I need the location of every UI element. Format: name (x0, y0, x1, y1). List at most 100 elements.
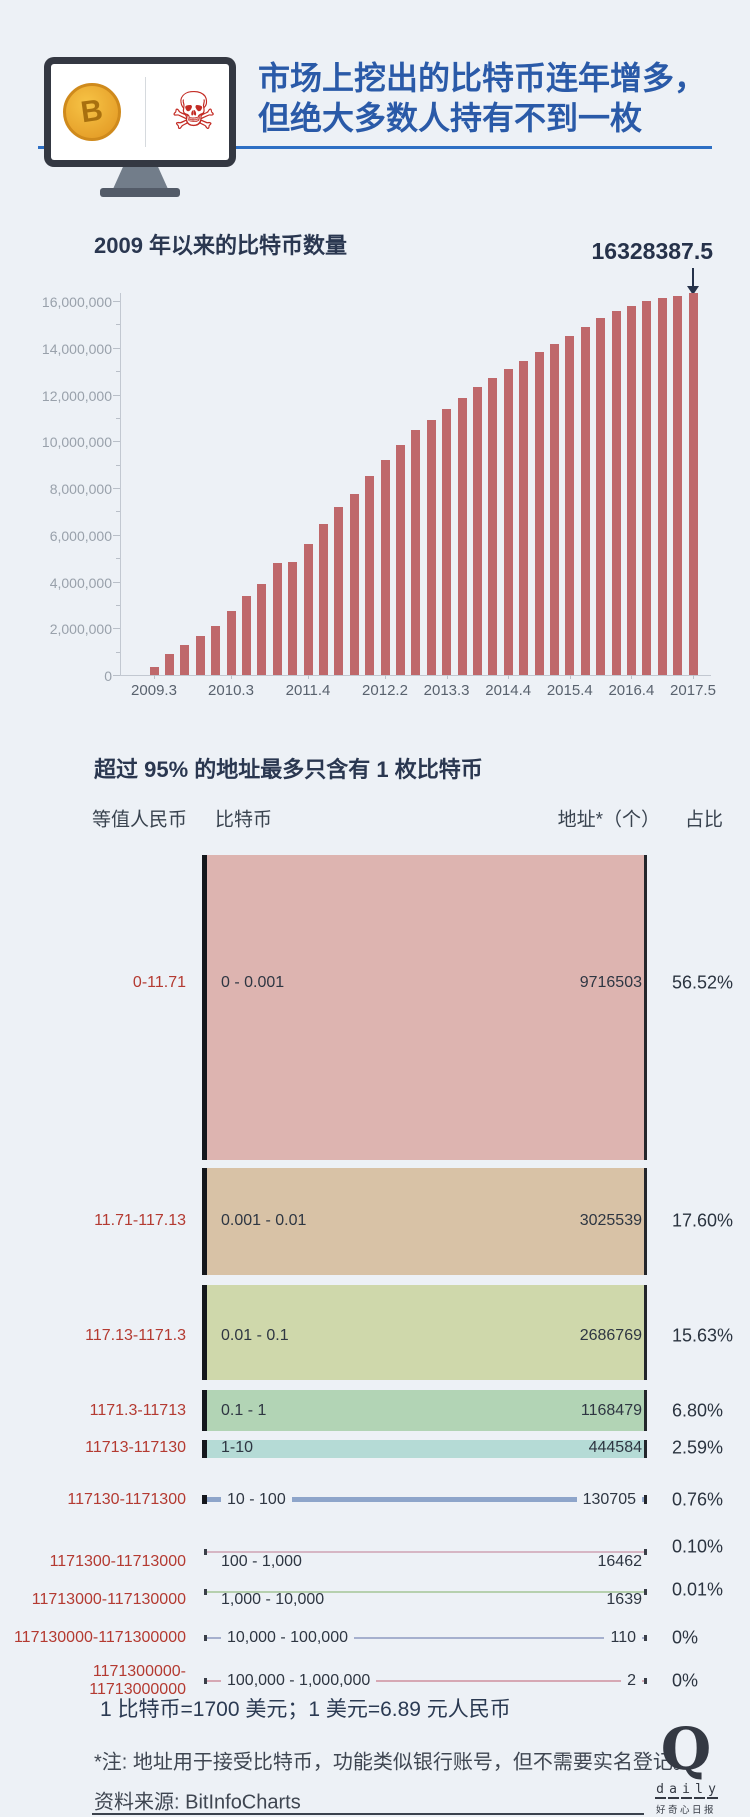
row-rmb-range: 117.13-1171.3 (85, 1327, 186, 1344)
row-hairline (205, 1637, 646, 1639)
supply-bar (519, 360, 529, 675)
row-address-count: 110 (604, 1629, 642, 1647)
qdaily-logo-chinese: 好奇心日报 (655, 1805, 716, 1816)
row-hairline (205, 1591, 646, 1593)
row-share-percent: 0% (672, 1670, 699, 1691)
supply-bar (657, 298, 667, 675)
row-rmb-range: 117130000-1171300000 (13, 1629, 186, 1646)
logo-daily-letter: i (680, 1782, 692, 1799)
x-axis-label: 2017.5 (670, 682, 716, 699)
x-axis-tick (693, 675, 694, 679)
row-left-tick (202, 1168, 207, 1275)
row-right-tick (644, 1549, 647, 1555)
data-source: 资料来源: BitInfoCharts (94, 1791, 301, 1814)
x-axis-line (120, 675, 711, 676)
row-left-tick (202, 1285, 207, 1380)
row-btc-range: 10,000 - 100,000 (221, 1629, 354, 1647)
row-address-count: 444584 (588, 1439, 642, 1456)
x-axis-label: 2014.4 (485, 682, 532, 699)
supply-bar (472, 387, 482, 675)
row-address-count: 9716503 (579, 974, 642, 991)
y-axis-tick (116, 558, 120, 560)
row-left-tick (202, 1440, 207, 1458)
row-right-tick (644, 1635, 647, 1641)
x-axis-tick (446, 675, 448, 679)
y-axis-label: 12,000,000 (41, 387, 112, 404)
row-hairline (205, 1680, 646, 1682)
distribution-title: 超过 95% 的地址最多只含有 1 枚比特币 (94, 757, 483, 782)
y-axis-label: 8,000,000 (49, 481, 112, 497)
row-btc-range: 0.01 - 0.1 (221, 1327, 289, 1344)
row-btc-range: 0 - 0.001 (221, 974, 285, 991)
x-axis-label: 2016.4 (608, 682, 655, 699)
row-address-count: 16462 (597, 1553, 643, 1570)
address-footnote: *注: 地址用于接受比特币，功能类似银行账号，但不需要实名登记。 (94, 1751, 693, 1774)
row-band (205, 1390, 646, 1431)
supply-bar (503, 368, 513, 675)
row-band (205, 855, 646, 1160)
y-axis-tick (113, 441, 120, 443)
supply-annotation: 16328387.5 (591, 238, 713, 264)
x-axis-label: 2011.4 (285, 682, 331, 699)
column-header-btc: 比特币 (215, 809, 273, 831)
x-axis-label: 2010.3 (208, 682, 254, 699)
x-axis-tick (508, 675, 510, 679)
row-share-percent: 0.76% (672, 1489, 724, 1510)
row-rmb-range: 0-11.71 (132, 974, 186, 991)
row-address-count: 130705 (576, 1491, 642, 1509)
column-header-addresses: 地址*（个） (557, 809, 660, 831)
supply-bar (611, 311, 621, 675)
header-accent-line (38, 146, 712, 149)
x-axis-label: 2015.4 (546, 682, 593, 699)
y-axis-tick (113, 488, 120, 489)
row-btc-range: 1,000 - 10,000 (221, 1591, 325, 1608)
supply-bar (195, 636, 205, 675)
y-axis-tick (113, 628, 120, 630)
row-left-tick (202, 1390, 207, 1431)
supply-bar (365, 476, 375, 675)
supply-bar (257, 583, 267, 675)
row-address-count: 1639 (606, 1591, 642, 1608)
supply-bar (426, 420, 436, 675)
supply-bar (241, 595, 251, 675)
row-left-tick (204, 1589, 207, 1595)
row-btc-range: 0.001 - 0.01 (221, 1212, 307, 1229)
y-axis-tick (116, 324, 120, 326)
row-rmb-range: 1171.3-11713 (89, 1402, 186, 1419)
y-axis-label: 14,000,000 (41, 340, 112, 357)
row-right-tick (644, 1285, 647, 1380)
supply-bar (626, 305, 636, 675)
x-axis-tick (154, 675, 155, 679)
supply-bar (226, 610, 236, 675)
row-share-percent: 0% (672, 1627, 699, 1648)
row-address-count: 3025539 (579, 1212, 642, 1229)
page-title: 市场上挖出的比特币连年增多， 但绝大多数人持有不到一枚 (258, 58, 728, 138)
y-axis-tick (113, 394, 120, 396)
row-right-tick (644, 1494, 647, 1504)
row-address-count: 2686769 (579, 1327, 642, 1344)
column-header-share: 占比 (685, 809, 724, 831)
y-axis-tick (116, 604, 120, 606)
bitcoin-b-glyph: B (78, 93, 106, 130)
row-rmb-range: 11713-117130 (85, 1439, 186, 1456)
annotation-arrowhead (687, 286, 699, 295)
y-axis-label: 4,000,000 (49, 574, 112, 591)
y-axis-tick (113, 347, 120, 349)
footer-rule (92, 1813, 644, 1815)
row-right-tick (644, 1390, 647, 1431)
y-axis-tick (113, 301, 120, 302)
monitor-icon: B ☠ (44, 57, 236, 167)
y-axis-label: 6,000,000 (49, 527, 112, 544)
annotation-arrow (692, 268, 694, 286)
row-share-percent: 0.10% (672, 1536, 724, 1557)
row-rmb-range: 11713000-117130000 (31, 1591, 186, 1608)
y-axis-tick (113, 581, 120, 583)
monitor-stand-base (100, 188, 180, 197)
row-left-tick (202, 855, 207, 1160)
supply-bar (442, 408, 452, 675)
row-btc-range: 100,000 - 1,000,000 (221, 1672, 377, 1690)
supply-bar (549, 344, 559, 675)
